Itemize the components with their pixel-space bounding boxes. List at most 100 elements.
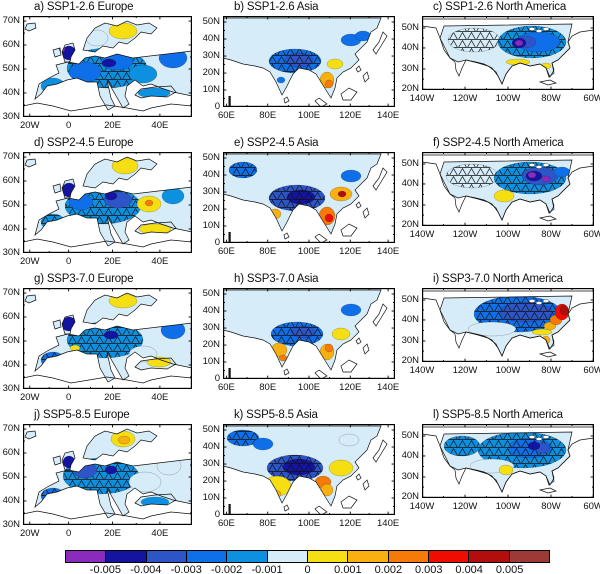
y-tick-label: 70N bbox=[2, 423, 20, 435]
panel-e: e) SSP2-4.5 Asia 50N 40N 30N 20N 10N 0 60E 80E 1… bbox=[197, 136, 403, 272]
x-tick-label: 60W bbox=[583, 93, 600, 104]
x-tick-label: 0 bbox=[65, 256, 72, 267]
x-tick-label: 100W bbox=[495, 501, 521, 512]
colorbar-segment bbox=[266, 551, 307, 562]
map-container bbox=[422, 16, 594, 90]
x-tick-label: 20W bbox=[19, 120, 40, 131]
colorbar-segment bbox=[145, 551, 186, 562]
y-tick-label: 50N bbox=[401, 157, 419, 169]
x-tick-label: 80W bbox=[541, 93, 561, 104]
y-tick-label: 40N bbox=[401, 449, 419, 461]
colorbar-tick-label: 0.005 bbox=[495, 564, 524, 574]
y-tick-label: 10N bbox=[202, 491, 220, 503]
panel-l: l) SSP5-8.5 North America 50N 40N 30N 20N 14… bbox=[396, 408, 600, 544]
colorbar-segment bbox=[387, 551, 428, 562]
y-tick-label: 0 bbox=[214, 237, 220, 248]
x-tick-label: 80E bbox=[259, 110, 277, 121]
panel-a: a) SSP1-2.6 Europe 70N 60N 50N 40N 30N 20W 0 20… bbox=[0, 0, 200, 136]
map-container bbox=[23, 424, 192, 525]
map-europe bbox=[23, 152, 192, 253]
x-tick-label: 0 bbox=[65, 528, 72, 539]
x-tick-label: 60E bbox=[217, 518, 235, 529]
panel-c: c) SSP1-2.6 North America 50N 40N 30N 20N 14… bbox=[396, 0, 600, 136]
colorbar-tick-label: 0.001 bbox=[334, 564, 362, 574]
x-tick-label: 120E bbox=[339, 518, 362, 529]
map-asia bbox=[223, 16, 395, 107]
colorbar-tick-label: -0.001 bbox=[251, 564, 283, 574]
x-tick-label: 80E bbox=[259, 518, 277, 529]
x-tick-label: 100W bbox=[495, 229, 521, 240]
panel-title: g) SSP3-7.0 Europe bbox=[34, 273, 134, 285]
colorbar-segment bbox=[306, 551, 348, 562]
y-tick-label: 40N bbox=[202, 305, 220, 317]
y-tick-label: 0 bbox=[214, 373, 220, 384]
x-tick-label: 80W bbox=[541, 229, 561, 240]
y-tick-label: 30N bbox=[202, 186, 220, 198]
colorbar bbox=[65, 550, 550, 563]
x-tick-label: 0 bbox=[65, 120, 72, 131]
map-container bbox=[223, 424, 395, 515]
panel-title: b) SSP1-2.6 Asia bbox=[234, 1, 319, 13]
colorbar-tick-label: -0.002 bbox=[211, 564, 243, 574]
y-tick-label: 40N bbox=[2, 222, 20, 234]
y-tick-label: 50N bbox=[2, 199, 20, 211]
map-container bbox=[23, 16, 192, 117]
colorbar-segment bbox=[185, 551, 227, 562]
colorbar-segment bbox=[66, 551, 106, 562]
x-tick-label: 0 bbox=[65, 392, 72, 403]
map-north_america bbox=[422, 424, 594, 498]
x-tick-label: 140W bbox=[409, 365, 435, 376]
x-tick-label: 100E bbox=[297, 518, 321, 529]
x-tick-label: 80W bbox=[541, 365, 561, 376]
y-tick-label: 40N bbox=[2, 358, 20, 370]
map-asia bbox=[223, 152, 395, 243]
colorbar-tick-label: 0.003 bbox=[414, 564, 443, 574]
panel-title: k) SSP5-8.5 Asia bbox=[234, 409, 318, 421]
y-tick-label: 40N bbox=[202, 169, 220, 181]
x-tick-label: 140E bbox=[377, 246, 400, 257]
x-tick-label: 60E bbox=[217, 246, 235, 257]
x-tick-label: 80E bbox=[259, 246, 277, 257]
x-tick-label: 40E bbox=[151, 528, 169, 539]
y-tick-label: 0 bbox=[214, 509, 220, 520]
y-tick-label: 40N bbox=[401, 313, 419, 325]
y-tick-label: 40N bbox=[401, 41, 419, 53]
x-tick-label: 140E bbox=[377, 382, 400, 393]
x-tick-label: 60W bbox=[583, 365, 600, 376]
x-tick-label: 20W bbox=[19, 392, 40, 403]
colorbar-tick-label: -0.003 bbox=[170, 564, 202, 574]
y-tick-label: 30N bbox=[401, 198, 419, 210]
map-north_america bbox=[422, 288, 594, 362]
map-asia bbox=[223, 288, 395, 379]
y-tick-label: 20N bbox=[202, 339, 220, 351]
colorbar-segment bbox=[508, 551, 549, 562]
y-tick-label: 70N bbox=[2, 287, 20, 299]
panel-title: c) SSP1-2.6 North America bbox=[433, 1, 567, 13]
y-tick-label: 70N bbox=[2, 151, 20, 163]
x-tick-label: 100W bbox=[495, 365, 521, 376]
x-tick-label: 140W bbox=[409, 93, 435, 104]
x-tick-label: 20E bbox=[104, 256, 122, 267]
map-europe bbox=[23, 424, 192, 525]
panel-i: i) SSP3-7.0 North America 50N 40N 30N 20N 14… bbox=[396, 272, 600, 408]
panel-k: k) SSP5-8.5 Asia 50N 40N 30N 20N 10N 0 60E 80E 1… bbox=[197, 408, 403, 544]
x-tick-label: 140W bbox=[409, 501, 435, 512]
y-tick-label: 50N bbox=[202, 16, 220, 27]
y-tick-label: 60N bbox=[2, 38, 20, 50]
x-tick-label: 100E bbox=[297, 110, 321, 121]
colorbar-segment bbox=[347, 551, 388, 562]
y-tick-label: 30N bbox=[401, 470, 419, 482]
colorbar-tick-label: 0.004 bbox=[455, 564, 483, 574]
y-tick-label: 10N bbox=[202, 355, 220, 367]
panel-title: d) SSP2-4.5 Europe bbox=[34, 137, 134, 149]
y-tick-label: 50N bbox=[2, 335, 20, 347]
panel-g: g) SSP3-7.0 Europe 70N 60N 50N 40N 30N 20W 0 20… bbox=[0, 272, 200, 408]
x-tick-label: 20E bbox=[104, 392, 122, 403]
map-north_america bbox=[422, 16, 594, 90]
x-tick-label: 100E bbox=[297, 382, 321, 393]
map-north_america bbox=[422, 152, 594, 226]
panel-title: e) SSP2-4.5 Asia bbox=[234, 137, 319, 149]
x-tick-label: 40E bbox=[151, 392, 169, 403]
y-tick-label: 30N bbox=[2, 383, 20, 394]
x-tick-label: 20E bbox=[104, 528, 122, 539]
